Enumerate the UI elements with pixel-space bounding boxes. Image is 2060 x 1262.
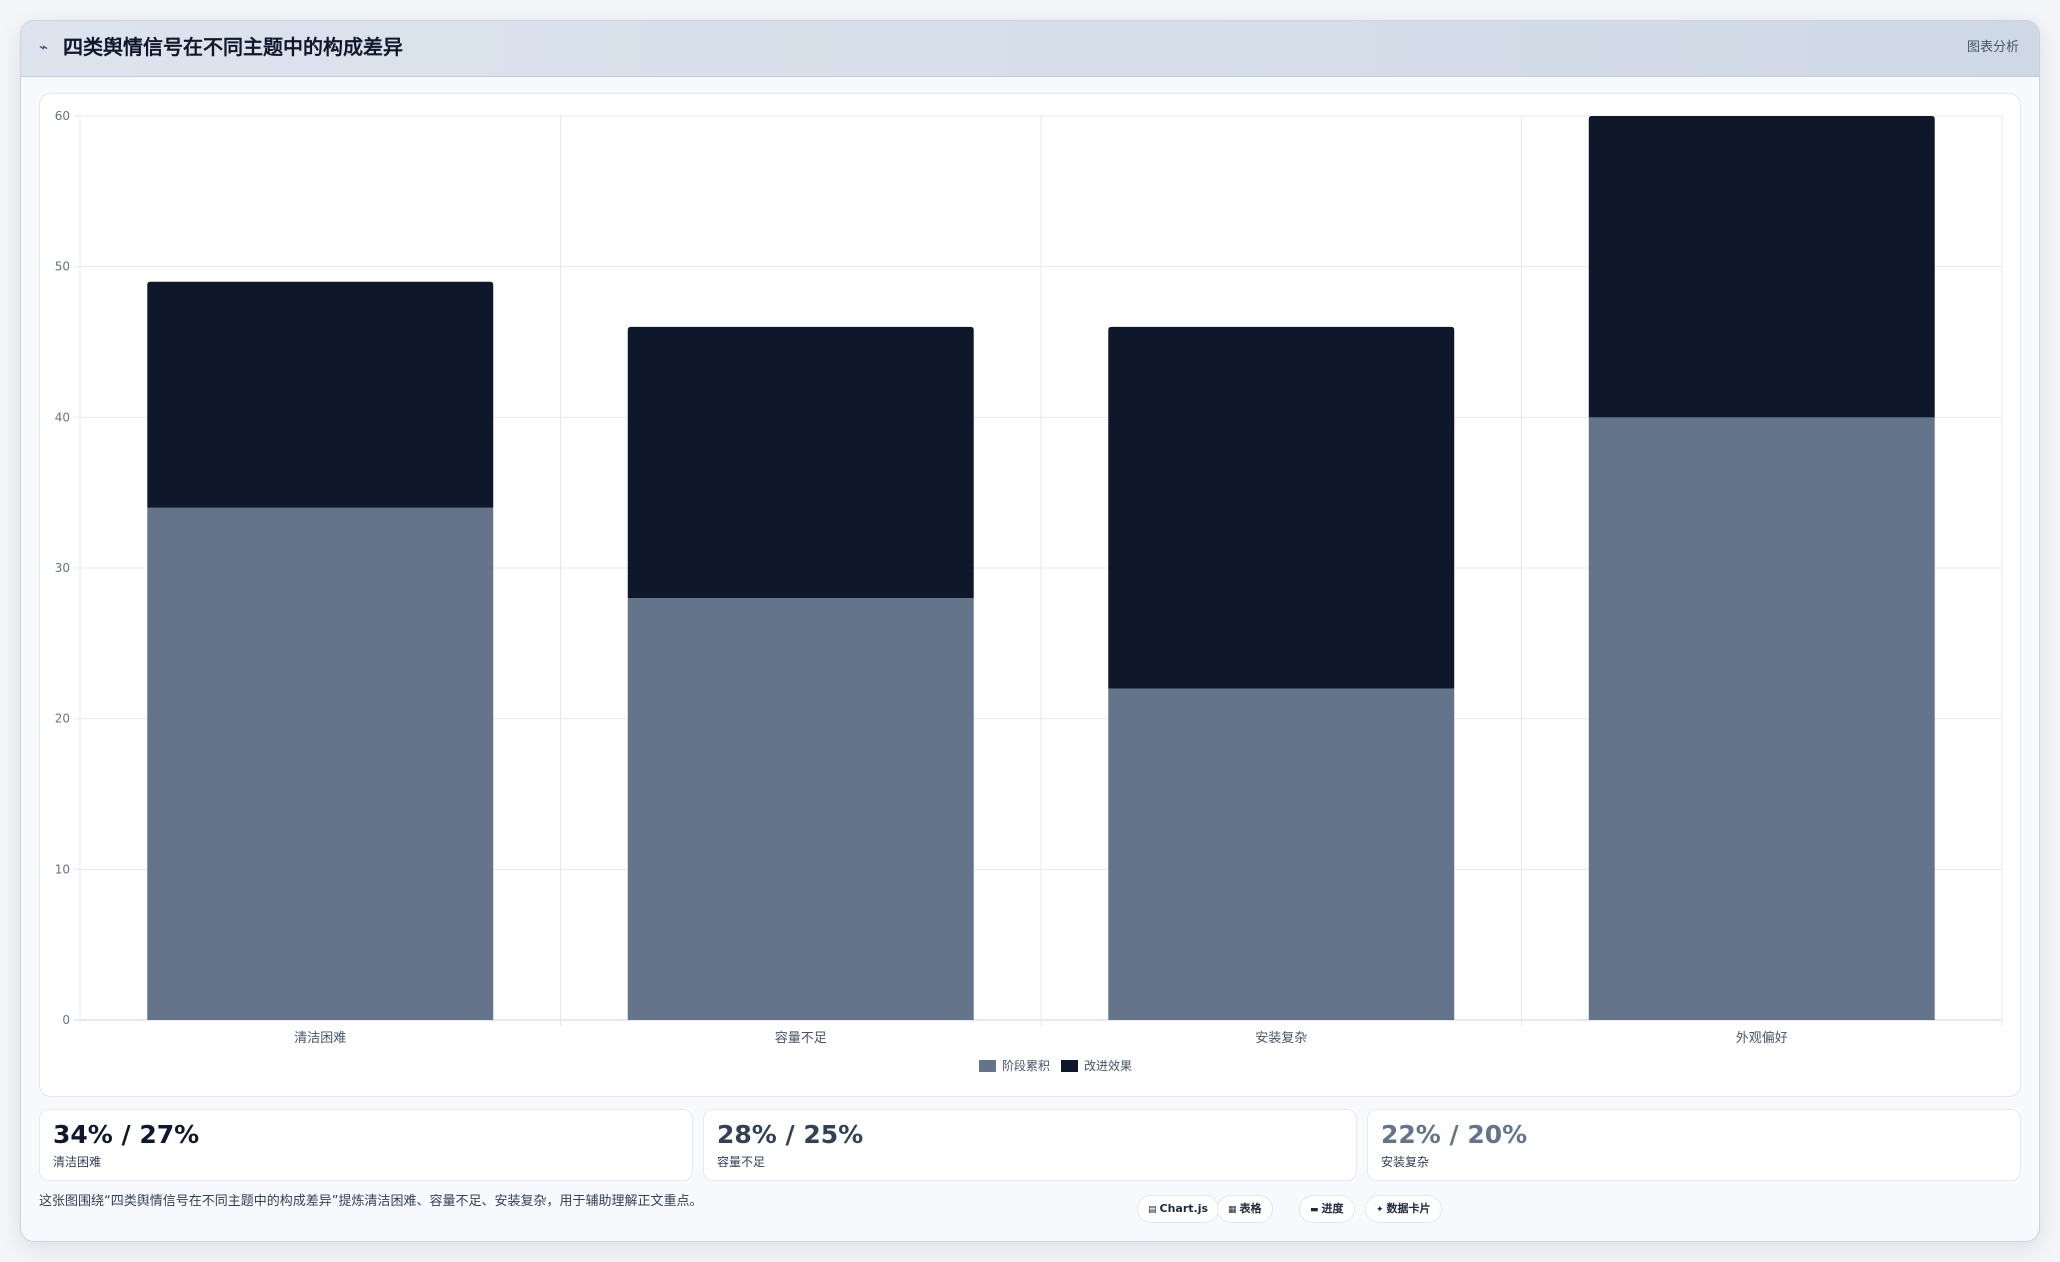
- progress-icon: ▬: [1310, 1205, 1319, 1215]
- legend-label: 阶段累积: [1002, 1058, 1050, 1073]
- chart-area: 0 10 20 30 40 50 60 清洁困难 容量不足 安装复杂 外观偏好阶段累积 改进效果: [39, 93, 2021, 1097]
- chip-progress[interactable]: ▬ 进度: [1299, 1195, 1355, 1223]
- legend-label: 改进效果: [1084, 1058, 1132, 1073]
- chart-analysis-tag[interactable]: 图表分析: [1966, 40, 2019, 55]
- stat-label: 容量不足: [717, 1155, 766, 1169]
- card-header: ⌁ 四类舆情信号在不同主题中的构成差异 图表分析: [21, 21, 2039, 77]
- stat-value: 22% / 20%: [1381, 1120, 1528, 1149]
- trend-line-icon: ⌁: [39, 38, 49, 56]
- stat-label: 清洁困难: [53, 1155, 102, 1169]
- y-tick-label: 0: [62, 1013, 70, 1027]
- y-tick-label: 40: [55, 410, 70, 424]
- chip-data-card[interactable]: ✦ 数据卡片: [1365, 1195, 1442, 1223]
- y-tick-label: 30: [55, 561, 70, 575]
- stat-card-3: 22% / 20% 安装复杂: [1367, 1109, 2021, 1181]
- chip-chartjs[interactable]: ▤ Chart.js: [1137, 1195, 1220, 1223]
- stat-label: 安装复杂: [1381, 1155, 1430, 1169]
- bar-1-2: [627, 598, 974, 1020]
- chart-title: 四类舆情信号在不同主题中的构成差异: [63, 35, 403, 59]
- chip-table[interactable]: ▦ 表格: [1217, 1195, 1273, 1223]
- y-tick-label: 20: [55, 712, 70, 726]
- chip-label: 表格: [1239, 1202, 1262, 1215]
- chip-label: 数据卡片: [1386, 1202, 1431, 1215]
- bar-2-1: [147, 281, 494, 508]
- bar-1-1: [147, 507, 494, 1020]
- legend-swatch: [979, 1060, 996, 1072]
- table-icon: ▦: [1228, 1205, 1237, 1215]
- x-tick-label: 容量不足: [775, 1030, 827, 1046]
- stat-value: 34% / 27%: [53, 1120, 200, 1149]
- bar-1-4: [1588, 417, 1935, 1020]
- bar-2-3: [1108, 326, 1455, 689]
- bar-2-4: [1588, 116, 1935, 418]
- y-tick-label: 60: [55, 109, 70, 123]
- stat-value: 28% / 25%: [717, 1120, 864, 1149]
- legend-swatch: [1061, 1060, 1078, 1072]
- chip-label: Chart.js: [1159, 1202, 1209, 1215]
- chart-card: ⌁ 四类舆情信号在不同主题中的构成差异 图表分析 0 10 20 30 40 50 60 清洁…: [20, 20, 2040, 1242]
- stat-card-2: 28% / 25% 容量不足: [703, 1109, 1357, 1181]
- x-tick-label: 安装复杂: [1255, 1031, 1307, 1046]
- chart-icon: ▤: [1148, 1205, 1157, 1215]
- bar-2-2: [627, 326, 974, 599]
- y-tick-label: 10: [55, 862, 70, 876]
- sparkle-icon: ✦: [1376, 1205, 1384, 1215]
- x-tick-label: 外观偏好: [1736, 1031, 1788, 1046]
- x-tick-label: 清洁困难: [294, 1031, 346, 1046]
- y-tick-label: 50: [55, 260, 70, 274]
- chart-description: 这张图围绕“四类舆情信号在不同主题中的构成差异”提炼清洁困难、容量不足、安装复杂…: [39, 1194, 703, 1209]
- chip-label: 进度: [1321, 1202, 1344, 1215]
- stat-card-1: 34% / 27% 清洁困难: [39, 1109, 693, 1181]
- bar-1-3: [1108, 688, 1455, 1020]
